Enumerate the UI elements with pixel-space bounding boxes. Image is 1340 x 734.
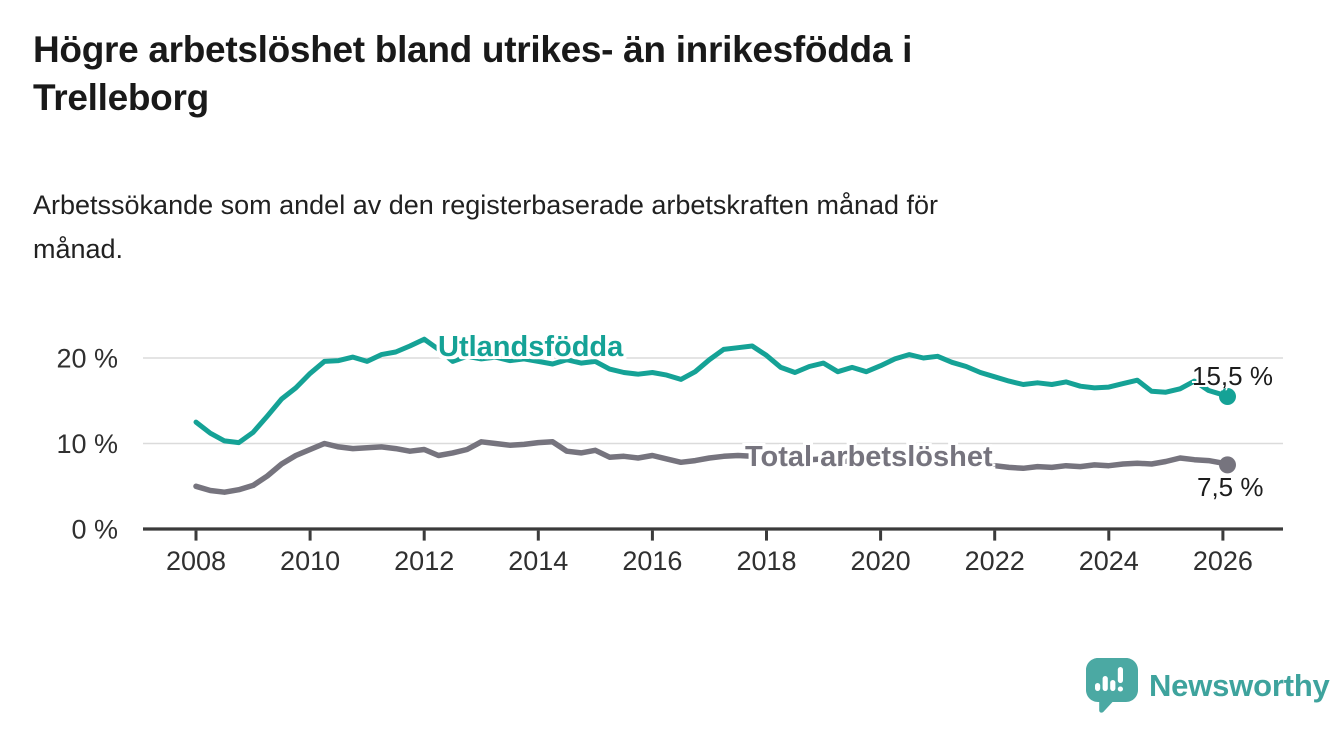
series-end-dot-total: [1219, 456, 1236, 474]
y-tick-label-20: 20 %: [56, 344, 118, 374]
series-line-utlandsfodda: [193, 336, 1230, 446]
page-title: Högre arbetslöshet bland utrikes- än inr…: [33, 26, 1253, 122]
x-tick-label-2008: 2008: [166, 546, 226, 576]
newsworthy-bubble-barchart-icon: [1086, 658, 1138, 713]
x-tick-label-2024: 2024: [1079, 546, 1139, 576]
y-tick-label-10: 10 %: [56, 429, 118, 459]
y-tick-label-0: 0 %: [71, 515, 118, 545]
end-value-label-total: 7,5 %: [1197, 472, 1264, 502]
x-tick-label-2010: 2010: [280, 546, 340, 576]
page-title-line-2: Trelleborg: [33, 77, 209, 118]
x-tick-label-2012: 2012: [394, 546, 454, 576]
x-tick-label-2014: 2014: [508, 546, 568, 576]
series-label-utlandsfodda: Utlandsfödda: [438, 331, 624, 363]
newsworthy-logo: Newsworthy: [1086, 657, 1330, 714]
chart-subtitle-line-1: Arbetssökande som andel av den registerb…: [33, 190, 939, 220]
x-tick-label-2020: 2020: [851, 546, 911, 576]
series-line-total: [193, 439, 1231, 495]
x-tick-label-2016: 2016: [622, 546, 682, 576]
newsworthy-logo-text: Newsworthy: [1149, 667, 1330, 703]
series-label-total-arbetsloshet: Total arbetslöshet: [745, 441, 993, 473]
page-title-line-1: Högre arbetslöshet bland utrikes- än inr…: [33, 29, 913, 70]
chart-subtitle: Arbetssökande som andel av den registerb…: [33, 183, 1253, 271]
x-tick-label-2018: 2018: [736, 546, 796, 576]
x-tick-label-2022: 2022: [965, 546, 1025, 576]
chart-subtitle-line-2: månad.: [33, 234, 124, 264]
x-tick-label-2026: 2026: [1193, 546, 1253, 576]
end-value-label-utlandsfodda: 15,5 %: [1192, 361, 1273, 391]
series-end-dot-utlandsfodda: [1219, 388, 1236, 405]
